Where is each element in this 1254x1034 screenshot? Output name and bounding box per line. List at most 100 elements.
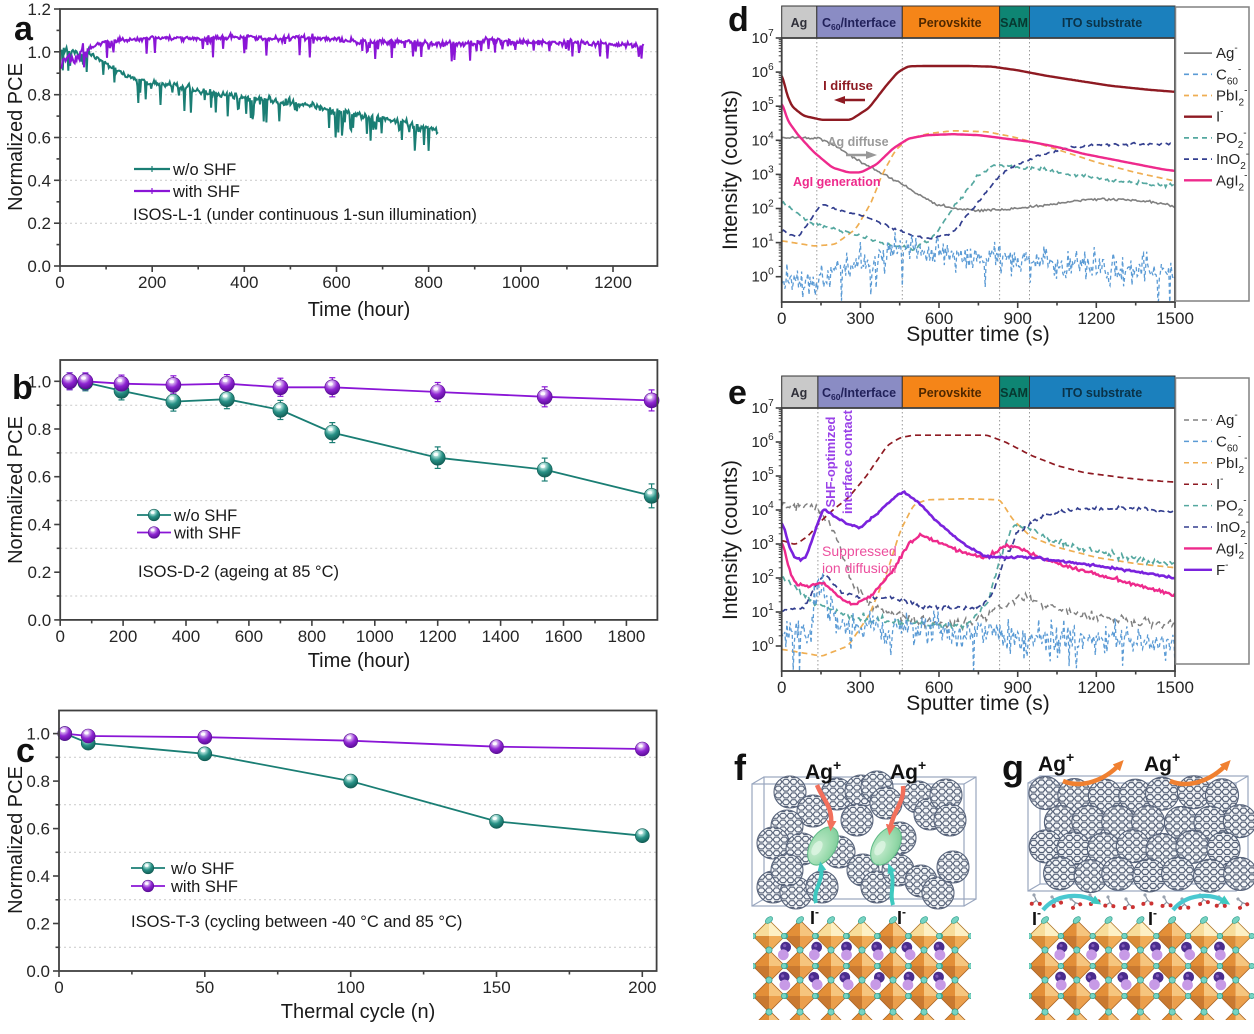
svg-text:0.6: 0.6 xyxy=(27,129,51,148)
svg-text:0.2: 0.2 xyxy=(26,915,50,934)
svg-text:1600: 1600 xyxy=(545,627,583,646)
svg-text:Intensity (counts): Intensity (counts) xyxy=(719,90,742,250)
svg-text:w/o SHF: w/o SHF xyxy=(170,860,234,878)
svg-text:SHF-optimized: SHF-optimized xyxy=(823,416,838,507)
svg-text:Perovskite: Perovskite xyxy=(918,16,981,30)
svg-text:e: e xyxy=(728,374,747,412)
svg-text:Intensity (counts): Intensity (counts) xyxy=(719,460,742,620)
svg-text:600: 600 xyxy=(925,678,953,697)
svg-text:0.4: 0.4 xyxy=(28,516,52,535)
svg-text:ISOS-D-2 (ageing at 85 °C): ISOS-D-2 (ageing at 85 °C) xyxy=(138,563,339,581)
svg-text:with SHF: with SHF xyxy=(170,878,238,896)
svg-text:0.8: 0.8 xyxy=(27,86,51,105)
svg-text:Sputter time (s): Sputter time (s) xyxy=(906,692,1050,715)
svg-text:50: 50 xyxy=(195,978,214,997)
svg-text:200: 200 xyxy=(138,273,166,292)
svg-text:Normalized PCE: Normalized PCE xyxy=(5,63,27,211)
svg-text:0: 0 xyxy=(54,978,63,997)
svg-text:100: 100 xyxy=(337,978,365,997)
svg-text:Time (hour): Time (hour) xyxy=(308,650,411,672)
svg-text:I-: I- xyxy=(897,905,906,928)
svg-text:a: a xyxy=(14,10,34,48)
svg-text:w/o SHF: w/o SHF xyxy=(172,161,236,179)
svg-text:0.2: 0.2 xyxy=(28,563,52,582)
svg-text:interface contact: interface contact xyxy=(840,409,855,514)
svg-text:0: 0 xyxy=(55,627,64,646)
svg-text:0.0: 0.0 xyxy=(27,257,51,276)
svg-text:with SHF: with SHF xyxy=(173,525,241,543)
svg-text:300: 300 xyxy=(846,678,874,697)
svg-text:0.0: 0.0 xyxy=(28,611,52,630)
svg-text:200: 200 xyxy=(628,978,656,997)
svg-text:1000: 1000 xyxy=(356,627,394,646)
svg-text:900: 900 xyxy=(1004,678,1032,697)
svg-text:ISOS-T-3 (cycling between -40: ISOS-T-3 (cycling between -40 °C and 85 … xyxy=(131,913,462,931)
svg-text:0: 0 xyxy=(777,678,786,697)
svg-text:800: 800 xyxy=(414,273,442,292)
svg-text:with SHF: with SHF xyxy=(172,183,240,201)
svg-text:0.4: 0.4 xyxy=(26,867,50,886)
svg-text:I-: I- xyxy=(1148,906,1157,929)
svg-text:600: 600 xyxy=(235,627,263,646)
svg-text:ISOS-L-1 (under continuous 1-s: ISOS-L-1 (under continuous 1-sun illumin… xyxy=(133,206,477,224)
svg-text:w/o SHF: w/o SHF xyxy=(173,507,237,525)
svg-text:g: g xyxy=(1002,747,1024,788)
svg-text:ion diffusion: ion diffusion xyxy=(822,560,896,576)
svg-text:200: 200 xyxy=(109,627,137,646)
svg-text:1500: 1500 xyxy=(1156,309,1194,328)
svg-text:I-: I- xyxy=(1032,906,1041,929)
svg-text:600: 600 xyxy=(925,309,953,328)
svg-text:400: 400 xyxy=(172,627,200,646)
svg-text:0.8: 0.8 xyxy=(26,772,50,791)
svg-text:800: 800 xyxy=(298,627,326,646)
svg-text:SAM: SAM xyxy=(1000,16,1028,30)
svg-text:SAM: SAM xyxy=(1000,386,1028,400)
svg-text:b: b xyxy=(12,369,33,407)
svg-text:I-: I- xyxy=(1216,474,1224,493)
svg-text:Ag-: Ag- xyxy=(1216,43,1238,62)
svg-text:1500: 1500 xyxy=(1156,678,1194,697)
svg-text:c: c xyxy=(16,732,35,770)
svg-text:I diffuse: I diffuse xyxy=(823,78,873,93)
svg-text:Time (hour): Time (hour) xyxy=(308,299,411,321)
svg-text:0.0: 0.0 xyxy=(26,962,50,981)
svg-text:Perovskite: Perovskite xyxy=(918,386,981,400)
svg-text:1000: 1000 xyxy=(502,273,540,292)
svg-text:900: 900 xyxy=(1004,309,1032,328)
svg-text:AgI generation: AgI generation xyxy=(793,175,881,189)
svg-text:0.6: 0.6 xyxy=(26,820,50,839)
svg-text:400: 400 xyxy=(230,273,258,292)
svg-text:C60/Interface: C60/Interface xyxy=(822,386,896,402)
svg-text:1800: 1800 xyxy=(607,627,645,646)
svg-text:Ag: Ag xyxy=(791,16,808,30)
svg-text:1200: 1200 xyxy=(419,627,457,646)
svg-text:0.4: 0.4 xyxy=(27,171,51,190)
svg-text:0: 0 xyxy=(55,273,64,292)
svg-text:600: 600 xyxy=(322,273,350,292)
svg-text:Suppressed: Suppressed xyxy=(822,543,897,559)
svg-text:1400: 1400 xyxy=(482,627,520,646)
svg-text:1200: 1200 xyxy=(1077,309,1115,328)
svg-text:1.0: 1.0 xyxy=(27,43,51,62)
svg-text:1.0: 1.0 xyxy=(28,372,52,391)
svg-text:Thermal cycle (n): Thermal cycle (n) xyxy=(281,1001,435,1023)
svg-text:1200: 1200 xyxy=(594,273,632,292)
svg-text:0: 0 xyxy=(777,309,786,328)
svg-text:f: f xyxy=(734,747,747,788)
svg-text:1.0: 1.0 xyxy=(26,725,50,744)
svg-text:0.2: 0.2 xyxy=(27,214,51,233)
svg-text:300: 300 xyxy=(846,309,874,328)
svg-text:d: d xyxy=(728,1,749,39)
svg-text:ITO substrate: ITO substrate xyxy=(1062,386,1142,400)
svg-text:Ag-: Ag- xyxy=(1216,410,1238,429)
svg-text:Normalized PCE: Normalized PCE xyxy=(5,416,27,564)
svg-text:Sputter time (s): Sputter time (s) xyxy=(906,323,1050,346)
svg-text:1.2: 1.2 xyxy=(27,0,51,19)
svg-text:Normalized PCE: Normalized PCE xyxy=(5,766,27,914)
svg-text:150: 150 xyxy=(482,978,510,997)
svg-text:ITO substrate: ITO substrate xyxy=(1062,16,1142,30)
svg-text:C60/Interface: C60/Interface xyxy=(822,16,896,32)
svg-text:I-: I- xyxy=(1216,107,1224,126)
svg-text:0.6: 0.6 xyxy=(28,468,52,487)
svg-text:I-: I- xyxy=(810,905,819,928)
